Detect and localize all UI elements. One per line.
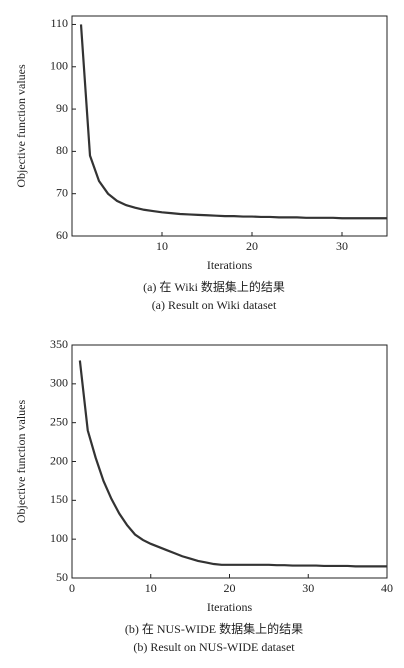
subcaption: (b) Result on NUS-WIDE dataset [133, 640, 295, 654]
plot-frame [71, 15, 388, 237]
y-tick-label: 80 [56, 143, 68, 157]
x-tick-label: 10 [156, 239, 168, 253]
x-tick-label: 30 [302, 581, 314, 595]
y-axis-label: Objective function values [14, 400, 28, 524]
y-tick-label: 60 [56, 228, 68, 242]
x-axis-label: Iterations [207, 258, 253, 272]
y-tick-label: 200 [50, 453, 68, 467]
caption: (b) 在 NUS-WIDE 数据集上的结果 [125, 621, 303, 636]
x-tick-label: 20 [224, 581, 236, 595]
plot-frame [71, 344, 388, 579]
x-tick-label: 30 [336, 239, 348, 253]
y-tick-label: 100 [50, 531, 68, 545]
x-tick-label: 40 [381, 581, 393, 595]
y-tick-label: 50 [56, 570, 68, 584]
subcaption: (a) Result on Wiki dataset [152, 298, 277, 312]
data-line [79, 24, 387, 220]
x-tick-label: 0 [69, 581, 75, 595]
x-tick-label: 10 [145, 581, 157, 595]
x-tick-label: 20 [246, 239, 258, 253]
y-tick-label: 110 [50, 16, 68, 30]
y-tick-label: 250 [50, 414, 68, 428]
y-tick-label: 350 [50, 337, 68, 351]
x-axis-label: Iterations [207, 600, 253, 614]
data-line [78, 360, 387, 568]
y-axis-label: Objective function values [14, 64, 28, 188]
y-tick-label: 300 [50, 376, 68, 390]
y-tick-label: 100 [50, 59, 68, 73]
y-tick-label: 70 [56, 185, 68, 199]
caption: (a) 在 Wiki 数据集上的结果 [143, 279, 285, 294]
y-tick-label: 90 [56, 101, 68, 115]
y-tick-label: 150 [50, 492, 68, 506]
